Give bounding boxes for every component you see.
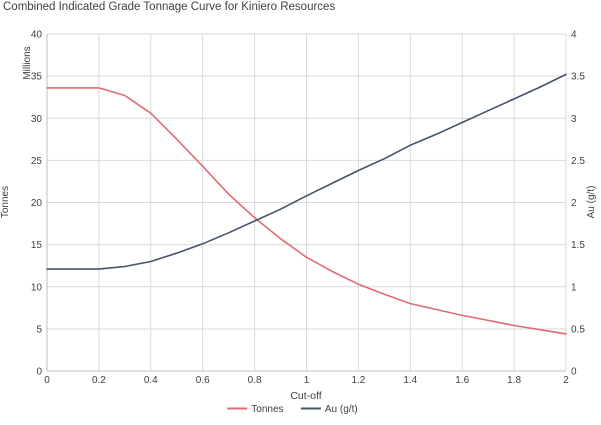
x-tick-label: 0.2 (92, 375, 106, 386)
legend-label: Tonnes (251, 404, 283, 415)
y-axis-left-label: Tonnes (0, 186, 11, 218)
x-axis-label: Cut-off (290, 390, 321, 402)
series (46, 73, 567, 335)
y-axis-right-label: Au (g/t) (586, 186, 597, 219)
y-left-tick-label: 0 (36, 367, 42, 378)
x-tick-label: 1.2 (351, 375, 365, 386)
x-tick-label: 2 (563, 375, 569, 386)
y-left-tick-label: 35 (31, 72, 43, 83)
axes (46, 34, 566, 372)
x-tick-label: 0 (44, 375, 50, 386)
y-left-tick-label: 15 (31, 240, 43, 251)
y-left-tick-label: 10 (31, 282, 43, 293)
x-tick-label: 0.4 (144, 375, 158, 386)
y-left-tick-label: 5 (36, 324, 42, 335)
series-line-tonnes (46, 87, 567, 335)
y-right-tick-label: 1 (571, 282, 577, 293)
series-line-au-g-t (46, 73, 567, 270)
y-right-tick-label: 4 (571, 30, 577, 41)
y-right-tick-label: 2.5 (571, 156, 585, 167)
x-tick-label: 1.8 (507, 375, 521, 386)
x-tick-label: 0.8 (248, 375, 262, 386)
y-right-tick-label: 0 (571, 367, 577, 378)
y-right-tick-label: 2 (571, 198, 577, 209)
grid (47, 33, 567, 371)
y-axis-left-units: Millions (22, 46, 33, 79)
y-right-tick-label: 1.5 (571, 240, 585, 251)
y-left-tick-label: 30 (31, 114, 43, 125)
y-left-tick-label: 20 (31, 198, 43, 209)
legend: Tonnes Au (g/t) (227, 404, 358, 415)
y-right-tick-label: 3.5 (571, 72, 585, 83)
x-tick-label: 1.4 (403, 375, 417, 386)
y-left-tick-label: 25 (31, 156, 43, 167)
y-right-tick-label: 3 (571, 114, 577, 125)
y-right-tick-label: 0.5 (571, 324, 585, 335)
x-tick-label: 1 (304, 375, 310, 386)
x-tick-label: 1.6 (455, 375, 469, 386)
legend-label: Au (g/t) (325, 404, 358, 415)
chart-title: Combined Indicated Grade Tonnage Curve f… (3, 1, 335, 13)
y-left-tick-label: 40 (31, 30, 43, 41)
x-tick-label: 0.6 (196, 375, 210, 386)
